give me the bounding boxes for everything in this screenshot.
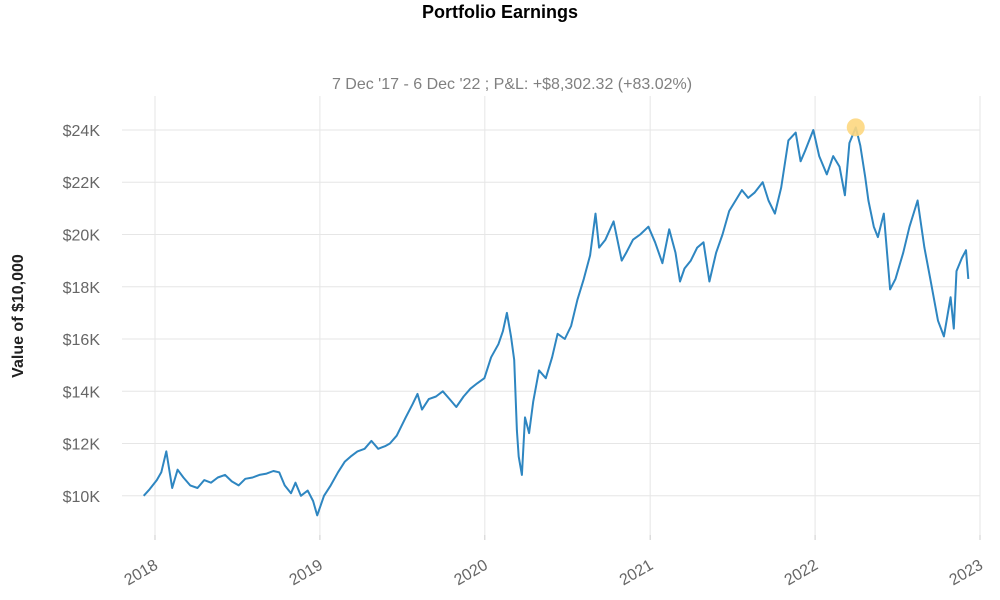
x-tick-label: 2022 [782, 557, 821, 590]
x-tick-label: 2018 [122, 557, 161, 590]
y-axis-label: Value of $10,000 [10, 254, 27, 378]
y-tick-label: $22K [63, 175, 101, 192]
series-group [142, 118, 970, 517]
y-tick-label: $12K [63, 437, 101, 454]
y-tick-label: $20K [63, 227, 101, 244]
chart-title: Portfolio Earnings [422, 2, 578, 22]
x-tick-label: 2023 [947, 557, 986, 590]
peak-marker [846, 118, 865, 137]
y-tick-label: $16K [63, 332, 101, 349]
portfolio-value-line [142, 126, 970, 517]
y-tick-label: $24K [63, 123, 101, 140]
x-tick-label: 2019 [287, 557, 326, 590]
y-axis-ticks: $10K $12K $14K $16K $18K $20K $22K $24K [63, 123, 101, 506]
y-tick-label: $10K [63, 489, 101, 506]
x-axis-ticks: 2018 2019 2020 2021 2022 2023 [122, 557, 986, 590]
grid [122, 96, 981, 540]
y-tick-label: $14K [63, 384, 101, 401]
x-tick-label: 2020 [451, 557, 490, 590]
x-tick-label: 2021 [617, 557, 656, 590]
y-tick-label: $18K [63, 280, 101, 297]
chart-subtitle: 7 Dec '17 - 6 Dec '22 ; P&L: +$8,302.32 … [332, 76, 692, 93]
